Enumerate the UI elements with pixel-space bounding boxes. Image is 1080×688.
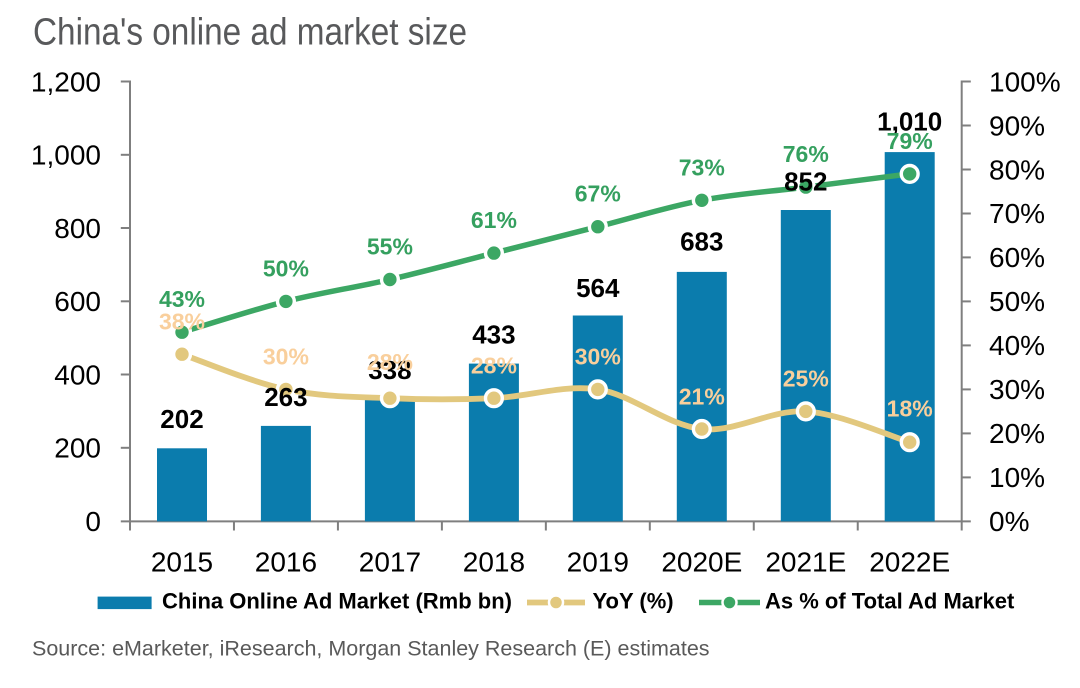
svg-text:30%: 30% — [989, 374, 1045, 405]
svg-text:60%: 60% — [989, 242, 1045, 273]
svg-text:73%: 73% — [679, 154, 725, 180]
svg-text:0%: 0% — [989, 506, 1029, 537]
svg-text:79%: 79% — [887, 128, 933, 154]
svg-text:40%: 40% — [989, 330, 1045, 361]
svg-text:18%: 18% — [887, 396, 933, 422]
svg-text:564: 564 — [576, 273, 620, 303]
svg-text:70%: 70% — [989, 198, 1045, 229]
svg-text:600: 600 — [54, 286, 101, 317]
svg-text:China Online Ad Market (Rmb bn: China Online Ad Market (Rmb bn) — [162, 589, 512, 614]
svg-text:76%: 76% — [783, 141, 829, 167]
svg-text:0: 0 — [85, 506, 101, 537]
svg-text:2015: 2015 — [151, 547, 213, 578]
svg-text:YoY (%): YoY (%) — [593, 589, 674, 614]
svg-text:263: 263 — [264, 382, 307, 412]
svg-text:2016: 2016 — [255, 547, 317, 578]
svg-text:100%: 100% — [989, 66, 1061, 97]
svg-text:28%: 28% — [471, 352, 517, 378]
svg-text:852: 852 — [784, 167, 827, 197]
svg-text:61%: 61% — [471, 207, 517, 233]
svg-text:43%: 43% — [159, 286, 205, 312]
svg-text:China's online ad market size: China's online ad market size — [33, 11, 467, 53]
svg-text:800: 800 — [54, 213, 101, 244]
svg-text:338: 338 — [368, 355, 411, 385]
svg-text:2017: 2017 — [359, 547, 421, 578]
svg-text:80%: 80% — [989, 154, 1045, 185]
svg-text:30%: 30% — [263, 344, 309, 370]
svg-text:25%: 25% — [783, 365, 829, 391]
svg-text:30%: 30% — [575, 343, 621, 369]
svg-text:38%: 38% — [159, 309, 205, 335]
svg-text:10%: 10% — [989, 462, 1045, 493]
svg-text:90%: 90% — [989, 110, 1045, 141]
svg-text:67%: 67% — [575, 181, 621, 207]
svg-text:1,010: 1,010 — [877, 107, 942, 137]
svg-text:400: 400 — [54, 359, 101, 390]
svg-text:202: 202 — [160, 404, 203, 434]
svg-text:21%: 21% — [679, 383, 725, 409]
svg-text:55%: 55% — [367, 234, 413, 260]
svg-text:50%: 50% — [263, 256, 309, 282]
svg-text:2019: 2019 — [567, 547, 629, 578]
svg-text:1,200: 1,200 — [31, 66, 101, 97]
svg-text:433: 433 — [472, 320, 515, 350]
svg-text:2021E: 2021E — [765, 547, 846, 578]
svg-text:200: 200 — [54, 433, 101, 464]
svg-text:As % of Total Ad Market: As % of Total Ad Market — [765, 589, 1015, 614]
svg-text:2018: 2018 — [463, 547, 525, 578]
svg-text:20%: 20% — [989, 418, 1045, 449]
svg-text:2022E: 2022E — [869, 547, 950, 578]
svg-text:683: 683 — [680, 227, 723, 257]
svg-text:28%: 28% — [367, 349, 413, 375]
svg-text:2020E: 2020E — [661, 547, 742, 578]
svg-text:Source: eMarketer, iResearch,: Source: eMarketer, iResearch, Morgan Sta… — [32, 637, 710, 661]
svg-text:50%: 50% — [989, 286, 1045, 317]
svg-text:1,000: 1,000 — [31, 140, 101, 171]
